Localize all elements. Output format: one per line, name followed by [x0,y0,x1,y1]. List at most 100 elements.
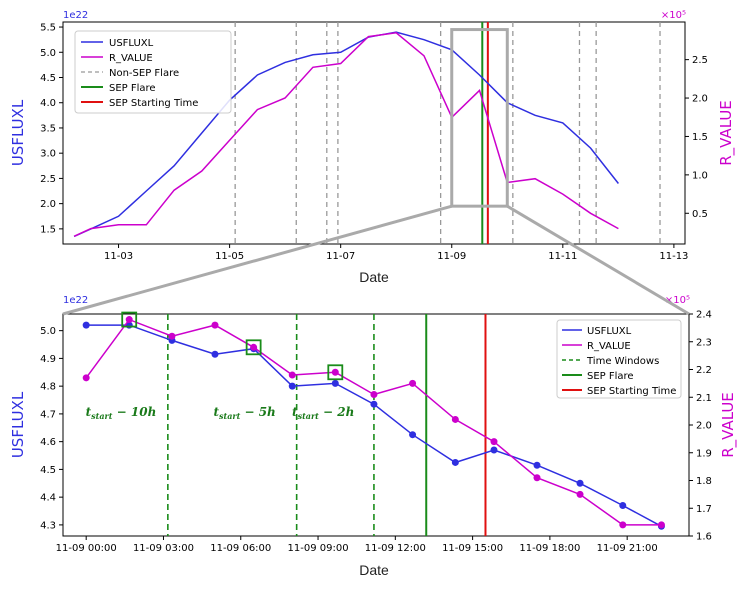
bot-left-tick-label: 5.0 [40,326,56,337]
bot-left-tick-label: 4.4 [40,493,56,504]
bot-x-tick-label: 11-09 18:00 [519,543,580,554]
bot-usfluxl-point [370,400,378,408]
top-left-exponent: 1e22 [63,10,88,21]
bot-x-tick-label: 11-09 09:00 [288,543,349,554]
top-left-tick-label: 5.5 [40,23,56,34]
bot-x-tick-label: 11-09 00:00 [56,543,117,554]
bot-usfluxl-point [82,321,90,329]
top-left-axis-label: USFLUXL [9,99,27,166]
top-legend: USFLUXL R_VALUE Non-SEP Flare SEP Flare … [74,30,232,114]
top-left-tick-label: 3.5 [40,123,56,134]
bot-r-value-point [619,521,627,529]
bot-left-tick-label: 4.3 [40,520,56,531]
overview-chart: 11-03 11-05 11-07 11-09 11-11 11-13 1.5 2.0 2.5… [9,10,736,285]
bot-usfluxl-point [331,379,339,387]
legend-rvalue: R_VALUE [109,53,153,64]
bot-usfluxl-point [533,461,541,469]
bot-r-value-point [490,438,498,446]
time-window-annotation: tstart − 2h [292,405,354,421]
bot-usfluxl-point [409,431,417,439]
highlight-box [121,311,138,328]
top-left-tick-label: 2.5 [40,174,56,185]
top-x-tick-label: 11-03 [104,251,133,262]
bot-right-tick-label: 1.7 [696,504,712,515]
legend-nonsep-flare: Non-SEP Flare [109,68,179,79]
bot-usfluxl-point [211,350,219,358]
bot-right-tick-label: 1.6 [696,532,712,543]
zoom-connector-left [62,204,453,316]
top-plot-frame [62,21,686,245]
legend2-sep-start: SEP Starting Time [587,386,676,397]
bottom-left-exponent: 1e22 [63,295,88,306]
legend2-time-windows: Time Windows [586,356,659,367]
zoom-connector-right [506,204,690,316]
bottom-right-axis-label: R_VALUE [719,392,738,458]
legend2-sep-flare: SEP Flare [587,371,634,382]
bot-r-value-point [657,521,665,529]
legend-sep-start: SEP Starting Time [109,98,198,109]
bot-r-value-point [331,368,339,376]
bot-left-tick-label: 4.8 [40,382,56,393]
legend-sep-flare: SEP Flare [109,83,156,94]
bot-x-tick-label: 11-09 12:00 [365,543,426,554]
bottom-x-axis-label: Date [359,562,389,578]
bot-r-value-point [288,371,296,379]
bot-r-value-point [125,316,133,324]
bottom-right-exponent: ×10⁵ [665,295,690,306]
bot-right-tick-label: 1.9 [696,448,712,459]
time-window-annotation: tstart − 10h [86,405,157,421]
bot-r-value-point [250,343,258,351]
top-right-tick-label: 2.5 [692,55,708,66]
bot-usfluxl-point [288,382,296,390]
bot-r-value-point [168,332,176,340]
bot-r-value-point [82,374,90,382]
zoom-box [450,28,509,208]
bot-right-tick-label: 2.1 [696,393,712,404]
bot-left-tick-label: 4.6 [40,437,56,448]
top-left-tick-label: 2.0 [40,199,56,210]
bot-x-tick-label: 11-09 21:00 [597,543,658,554]
top-right-exponent: ×10⁵ [661,10,686,21]
bot-usfluxl-point [451,458,459,466]
top-r-value-line [73,32,619,237]
bottom-legend: USFLUXL R_VALUE Time Windows SEP Flare S… [556,319,682,399]
bot-r-value-point [576,490,584,498]
bot-right-tick-label: 2.4 [696,310,712,321]
time-window-annotation: tstart − 5h [213,405,275,421]
bot-r-value-point [533,474,541,482]
bot-usfluxl-point [576,479,584,487]
bot-r-value-point [211,321,219,329]
legend2-usfluxl: USFLUXL [587,326,632,337]
highlight-box [245,339,262,356]
bot-right-tick-label: 2.0 [696,421,712,432]
bot-r-value-point [451,415,459,423]
bot-usfluxl-point [490,446,498,454]
legend-usfluxl: USFLUXL [109,38,154,49]
legend2-rvalue: R_VALUE [587,341,631,352]
top-right-axis-label: R_VALUE [717,100,736,166]
bot-r-value-point [370,390,378,398]
bot-x-tick-label: 11-09 03:00 [133,543,194,554]
top-usfluxl-line [73,31,619,238]
top-x-tick-label: 11-05 [215,251,244,262]
top-left-tick-label: 4.5 [40,73,56,84]
top-right-tick-label: 0.5 [692,209,708,220]
bot-x-tick-label: 11-09 06:00 [210,543,271,554]
top-right-tick-label: 2.0 [692,94,708,105]
bot-r-value-point [409,379,417,387]
bot-x-tick-label: 11-09 15:00 [442,543,503,554]
bot-right-tick-label: 1.8 [696,476,712,487]
top-left-tick-label: 5.0 [40,48,56,59]
bot-left-tick-label: 4.9 [40,354,56,365]
bot-left-tick-label: 4.7 [40,409,56,420]
top-x-tick-label: 11-07 [326,251,355,262]
top-left-tick-label: 3.0 [40,149,56,160]
bot-right-tick-label: 2.3 [696,337,712,348]
top-x-tick-label: 11-13 [659,251,688,262]
top-x-tick-label: 11-09 [437,251,466,262]
bottom-left-axis-label: USFLUXL [9,391,27,458]
top-left-tick-label: 1.5 [40,224,56,235]
top-right-tick-label: 1.0 [692,170,708,181]
bot-right-tick-label: 2.2 [696,365,712,376]
